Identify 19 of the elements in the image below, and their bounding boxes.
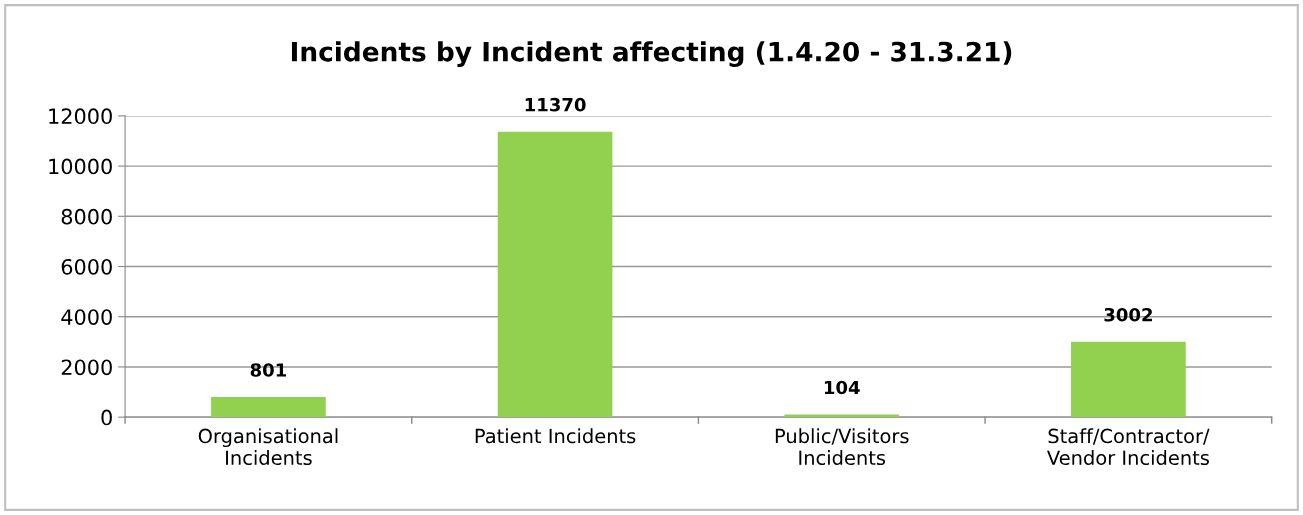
bar	[1071, 341, 1186, 418]
bar	[497, 131, 613, 418]
data-label: 104	[824, 380, 860, 395]
y-tick-label: 2000	[61, 359, 112, 376]
y-tick-label: 8000	[61, 208, 112, 225]
x-tick-label: Organisational Incidents	[198, 428, 338, 466]
chart-title: Incidents by Incident affecting (1.4.20 - 31.3.21)	[291, 41, 1012, 67]
y-tick-label: 6000	[61, 258, 112, 275]
x-tick-label: Public/Visitors Incidents	[775, 428, 909, 466]
y-tick-label: 0	[101, 409, 112, 426]
y-tick-label: 10000	[49, 158, 112, 175]
data-label: 801	[250, 363, 287, 377]
bar	[211, 397, 326, 418]
y-tick-label: 4000	[61, 309, 112, 325]
data-label: 11370	[525, 97, 586, 112]
y-tick-label: 12000	[49, 108, 112, 125]
data-label: 3002	[1104, 307, 1152, 322]
x-tick-label: Staff/Contractor/ Vendor Incidents	[1047, 428, 1210, 466]
x-tick-label: Patient Incidents	[475, 428, 636, 444]
